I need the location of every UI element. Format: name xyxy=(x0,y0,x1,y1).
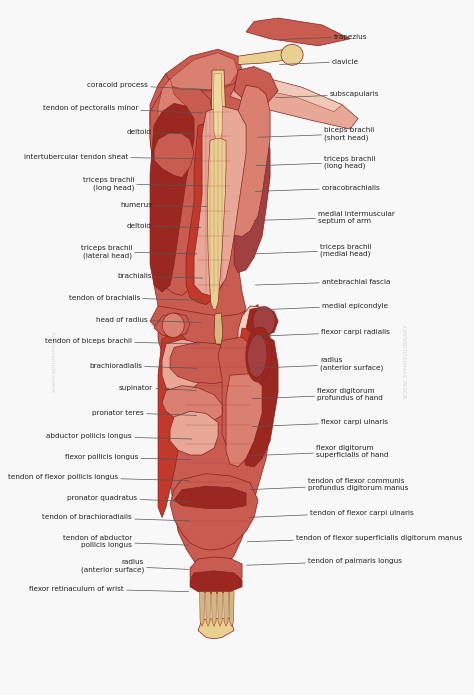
Polygon shape xyxy=(200,591,204,626)
Text: triceps brachii
(lateral head): triceps brachii (lateral head) xyxy=(81,245,197,259)
Polygon shape xyxy=(246,307,278,337)
Text: radius
(anterior surface): radius (anterior surface) xyxy=(81,559,189,573)
Polygon shape xyxy=(170,342,238,384)
Text: medial epicondyle: medial epicondyle xyxy=(255,303,388,310)
Polygon shape xyxy=(150,304,258,344)
Polygon shape xyxy=(226,374,262,467)
Text: flexor retinaculum of wrist: flexor retinaculum of wrist xyxy=(29,586,189,592)
Polygon shape xyxy=(154,133,194,177)
Text: sciencephotolibrary: sciencephotolibrary xyxy=(52,330,56,393)
Text: tendon of flexor superficialis digitorum manus: tendon of flexor superficialis digitorum… xyxy=(247,534,462,541)
Text: pronator teres: pronator teres xyxy=(92,409,197,416)
Text: tendon of flexor pollicis longus: tendon of flexor pollicis longus xyxy=(8,474,189,481)
Text: SCIENCEPHOTOLIBRARY: SCIENCEPHOTOLIBRARY xyxy=(403,323,409,400)
Text: deltoid: deltoid xyxy=(127,129,195,136)
Text: flexor carpi ulnaris: flexor carpi ulnaris xyxy=(252,419,388,427)
Text: radius
(anterior surface): radius (anterior surface) xyxy=(254,357,383,371)
Text: tendon of biceps brachii: tendon of biceps brachii xyxy=(45,338,201,344)
Polygon shape xyxy=(154,313,190,338)
Text: triceps brachii
(long head): triceps brachii (long head) xyxy=(82,177,203,190)
Polygon shape xyxy=(194,106,246,295)
Text: flexor digitorum
superficialis of hand: flexor digitorum superficialis of hand xyxy=(251,445,389,458)
Text: intertubercular tendon sheat: intertubercular tendon sheat xyxy=(24,154,201,160)
Polygon shape xyxy=(234,67,278,105)
Text: antebrachial fascia: antebrachial fascia xyxy=(255,279,391,285)
Text: brachialis: brachialis xyxy=(118,273,203,279)
Text: tendon of abductor
pollicis longus: tendon of abductor pollicis longus xyxy=(63,535,189,548)
Text: triceps brachii
(long head): triceps brachii (long head) xyxy=(256,156,375,169)
Polygon shape xyxy=(238,77,342,112)
Polygon shape xyxy=(229,591,234,626)
Polygon shape xyxy=(242,334,278,467)
Polygon shape xyxy=(238,306,270,354)
Polygon shape xyxy=(162,386,222,424)
Polygon shape xyxy=(198,618,234,639)
Polygon shape xyxy=(213,74,223,140)
Text: tendon of pectoralis minor: tendon of pectoralis minor xyxy=(43,105,203,113)
Ellipse shape xyxy=(253,306,275,336)
Polygon shape xyxy=(150,85,214,295)
Text: supinator: supinator xyxy=(119,385,196,391)
Polygon shape xyxy=(174,486,246,509)
Polygon shape xyxy=(224,591,228,626)
Ellipse shape xyxy=(162,313,184,338)
Text: humerus: humerus xyxy=(120,202,207,208)
Polygon shape xyxy=(214,313,223,344)
Text: flexor carpi radialis: flexor carpi radialis xyxy=(255,329,390,336)
Polygon shape xyxy=(170,474,258,550)
Polygon shape xyxy=(238,49,302,65)
Polygon shape xyxy=(158,332,190,518)
Text: coracobrachialis: coracobrachialis xyxy=(255,185,381,191)
Polygon shape xyxy=(211,70,226,140)
Polygon shape xyxy=(230,85,270,236)
Polygon shape xyxy=(230,77,358,129)
Polygon shape xyxy=(150,77,254,323)
Text: clavicle: clavicle xyxy=(280,59,359,65)
Polygon shape xyxy=(158,320,274,571)
Polygon shape xyxy=(166,53,238,90)
Polygon shape xyxy=(158,79,194,144)
Ellipse shape xyxy=(246,327,272,382)
Text: pronator quadratus: pronator quadratus xyxy=(67,495,190,501)
Ellipse shape xyxy=(247,334,267,377)
Polygon shape xyxy=(212,591,217,626)
Polygon shape xyxy=(170,411,218,455)
Text: tendon of flexor carpi ulnaris: tendon of flexor carpi ulnaris xyxy=(249,509,414,517)
Text: tendon of brachialis: tendon of brachialis xyxy=(69,295,203,300)
Polygon shape xyxy=(246,18,350,46)
Polygon shape xyxy=(158,49,242,91)
Text: trapezius: trapezius xyxy=(280,34,368,40)
Text: deltoid: deltoid xyxy=(127,223,201,229)
Text: coracoid process: coracoid process xyxy=(87,82,207,90)
Text: flexor digitorum
profundus of hand: flexor digitorum profundus of hand xyxy=(252,389,383,401)
Polygon shape xyxy=(208,138,226,309)
Text: head of radius: head of radius xyxy=(96,317,201,322)
Text: triceps brachii
(medial head): triceps brachii (medial head) xyxy=(255,244,372,257)
Polygon shape xyxy=(190,571,242,594)
Polygon shape xyxy=(150,74,198,147)
Polygon shape xyxy=(206,591,210,626)
Text: tendon of brachioradialis: tendon of brachioradialis xyxy=(42,514,189,521)
Polygon shape xyxy=(230,328,274,441)
Text: subscapularis: subscapularis xyxy=(275,91,380,98)
Polygon shape xyxy=(190,557,242,587)
Text: tendon of palmaris longus: tendon of palmaris longus xyxy=(246,558,402,565)
Text: biceps brachii
(short head): biceps brachii (short head) xyxy=(257,127,374,140)
Polygon shape xyxy=(162,339,202,393)
Polygon shape xyxy=(186,119,238,304)
Text: brachioradialis: brachioradialis xyxy=(89,363,197,368)
Text: abductor pollicis longus: abductor pollicis longus xyxy=(46,433,192,439)
Text: tendon of flexor communis
profundus digitorum manus: tendon of flexor communis profundus digi… xyxy=(250,478,409,491)
Polygon shape xyxy=(218,591,222,626)
Polygon shape xyxy=(234,112,270,272)
Text: medial intermuscular
septum of arm: medial intermuscular septum of arm xyxy=(254,211,395,224)
Text: flexor pollicis longus: flexor pollicis longus xyxy=(64,454,191,460)
Polygon shape xyxy=(150,104,194,292)
Polygon shape xyxy=(218,337,262,446)
Ellipse shape xyxy=(281,44,303,65)
